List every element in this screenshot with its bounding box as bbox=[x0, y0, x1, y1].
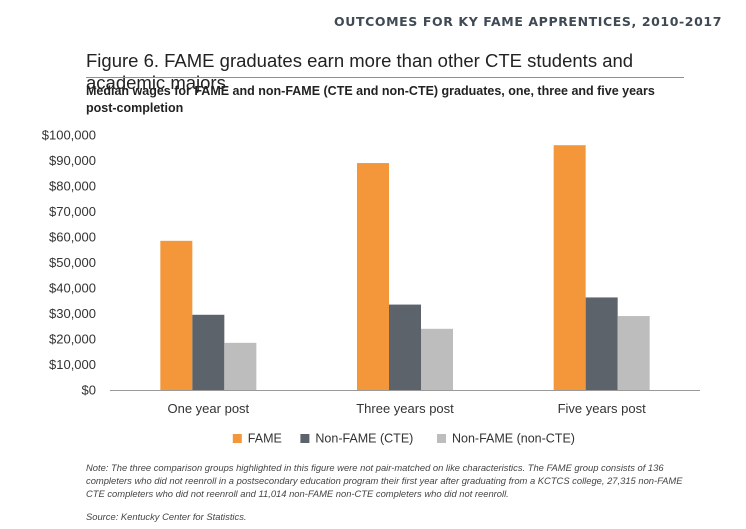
legend-swatch bbox=[232, 434, 242, 443]
chart-subtitle: Median wages for FAME and non-FAME (CTE … bbox=[86, 84, 655, 115]
x-tick-label: Three years post bbox=[356, 401, 454, 416]
report-header: OUTCOMES FOR KY FAME APPRENTICES, 2010-2… bbox=[334, 14, 722, 29]
y-tick-label: $20,000 bbox=[49, 332, 96, 347]
bar-fame bbox=[553, 145, 586, 390]
y-tick-label: $10,000 bbox=[49, 357, 96, 372]
legend-label: Non-FAME (non-CTE) bbox=[452, 432, 575, 446]
legend-label: Non-FAME (CTE) bbox=[315, 432, 413, 446]
figure-note: Note: The three comparison groups highli… bbox=[86, 462, 683, 499]
y-axis: $0 $10,000 $20,000 $30,000 $40,000 $50,000 $60… bbox=[42, 128, 96, 398]
y-tick-label: $50,000 bbox=[49, 255, 96, 270]
figure-source: Source: Kentucky Center for Statistics. bbox=[86, 511, 247, 522]
bar-non-fame-cte bbox=[585, 297, 618, 390]
bar-non-fame-cte bbox=[389, 304, 421, 390]
y-tick-label: $0 bbox=[82, 383, 96, 398]
x-tick-label: One year post bbox=[168, 401, 250, 416]
bar-fame bbox=[357, 163, 389, 390]
y-tick-label: $90,000 bbox=[49, 153, 96, 168]
y-tick-label: $80,000 bbox=[49, 179, 96, 194]
legend-label: FAME bbox=[248, 432, 282, 446]
legend-swatch bbox=[437, 434, 446, 443]
legend: FAME Non-FAME (CTE) Non-FAME (non-CTE) bbox=[232, 432, 575, 446]
y-tick-label: $70,000 bbox=[49, 204, 96, 219]
y-tick-label: $60,000 bbox=[49, 230, 96, 245]
legend-swatch bbox=[300, 434, 310, 443]
bars bbox=[160, 145, 650, 390]
x-axis: One year post Three years post Five years … bbox=[110, 390, 700, 416]
y-tick-label: $100,000 bbox=[42, 128, 96, 143]
bar-non-fame-cte bbox=[192, 314, 225, 390]
bar-non-fame-non-cte bbox=[617, 316, 650, 390]
bar-non-fame-non-cte bbox=[421, 328, 453, 390]
bar-chart: $0 $10,000 $20,000 $30,000 $40,000 $50,000 $60… bbox=[42, 128, 700, 446]
y-tick-label: $30,000 bbox=[49, 306, 96, 321]
bar-fame bbox=[160, 240, 193, 390]
x-tick-label: Five years post bbox=[558, 401, 647, 416]
y-tick-label: $40,000 bbox=[49, 281, 96, 296]
bar-non-fame-non-cte bbox=[224, 342, 257, 390]
title-divider bbox=[86, 77, 684, 78]
